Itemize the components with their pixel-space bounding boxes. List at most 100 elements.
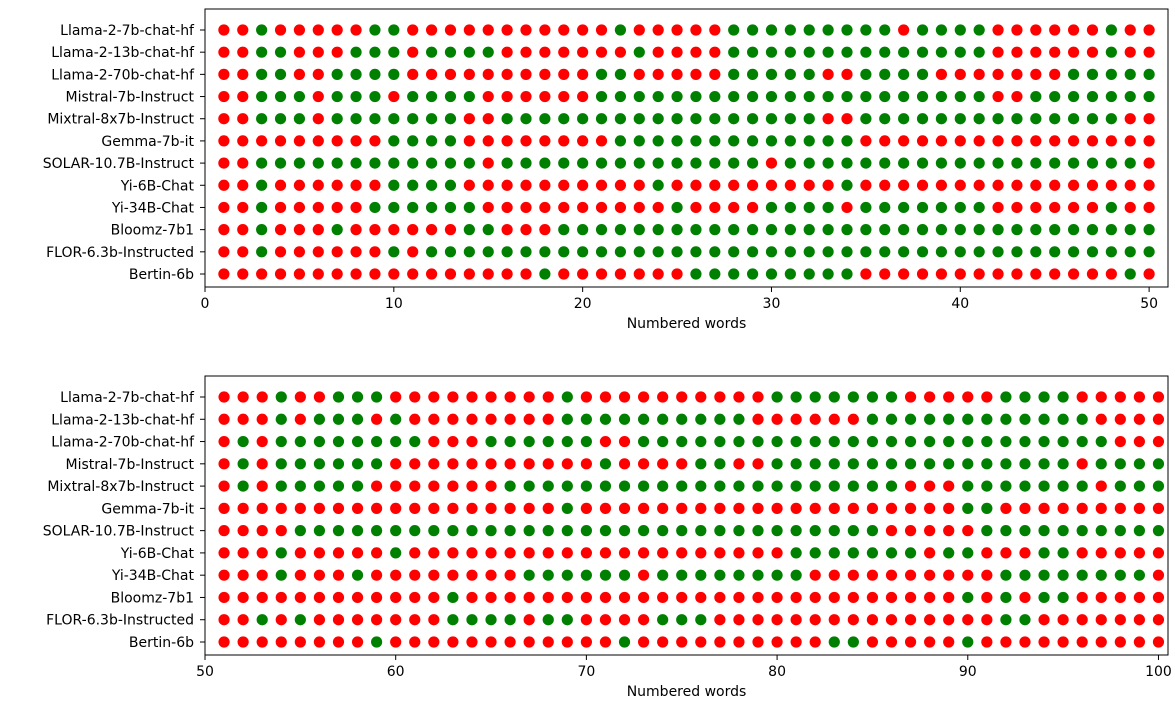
data-point bbox=[428, 636, 440, 648]
data-point bbox=[1057, 458, 1069, 470]
data-point bbox=[595, 201, 608, 214]
data-point bbox=[790, 458, 802, 470]
data-point bbox=[943, 525, 955, 537]
data-point bbox=[954, 46, 966, 58]
data-point bbox=[962, 614, 974, 626]
data-point bbox=[860, 113, 872, 125]
data-point bbox=[614, 135, 627, 147]
data-point bbox=[447, 480, 459, 492]
data-point bbox=[866, 391, 879, 403]
data-point bbox=[847, 614, 859, 626]
data-point bbox=[981, 614, 993, 626]
data-point bbox=[1057, 413, 1069, 425]
data-point bbox=[331, 179, 343, 191]
data-point bbox=[765, 201, 778, 214]
data-point bbox=[1152, 569, 1165, 581]
data-point bbox=[671, 135, 683, 147]
data-point bbox=[407, 46, 419, 58]
data-point bbox=[924, 458, 936, 470]
data-point bbox=[885, 458, 898, 470]
data-point bbox=[388, 46, 400, 58]
data-point bbox=[1143, 113, 1155, 125]
data-point bbox=[1105, 179, 1117, 191]
data-point bbox=[652, 246, 664, 258]
data-point bbox=[879, 135, 891, 147]
data-point bbox=[390, 525, 402, 537]
data-point bbox=[943, 391, 955, 403]
data-point bbox=[1000, 636, 1012, 648]
data-point bbox=[485, 391, 497, 403]
data-point bbox=[485, 435, 497, 448]
data-point bbox=[992, 135, 1004, 147]
data-point bbox=[657, 614, 669, 626]
data-point bbox=[1067, 68, 1080, 80]
data-point bbox=[652, 135, 664, 147]
data-point bbox=[425, 90, 438, 103]
data-point bbox=[954, 201, 966, 214]
data-point bbox=[935, 179, 948, 191]
data-point bbox=[924, 591, 936, 604]
data-point bbox=[841, 201, 853, 214]
data-point bbox=[1124, 68, 1136, 80]
data-point bbox=[580, 435, 592, 448]
data-point bbox=[237, 157, 249, 169]
data-point bbox=[1152, 614, 1165, 626]
data-point bbox=[652, 179, 664, 191]
data-point bbox=[885, 502, 898, 514]
data-point bbox=[275, 458, 287, 470]
data-point bbox=[561, 614, 573, 626]
data-point bbox=[599, 636, 612, 648]
data-point bbox=[274, 224, 287, 236]
data-point bbox=[463, 268, 475, 280]
data-point bbox=[771, 480, 783, 492]
data-point bbox=[860, 135, 872, 147]
data-point bbox=[331, 135, 343, 147]
data-point bbox=[466, 413, 478, 425]
data-point bbox=[313, 569, 326, 581]
data-point bbox=[1038, 569, 1050, 581]
data-point bbox=[580, 636, 592, 648]
data-point bbox=[312, 201, 324, 214]
y-tick-label: Llama-2-70b-chat-hf bbox=[51, 435, 195, 451]
data-point bbox=[388, 201, 400, 214]
data-point bbox=[350, 68, 362, 80]
data-point bbox=[313, 413, 326, 425]
data-point bbox=[898, 246, 910, 258]
data-point bbox=[904, 458, 917, 470]
data-point bbox=[1067, 224, 1080, 236]
data-point bbox=[351, 547, 364, 559]
data-point bbox=[1000, 435, 1012, 448]
data-point bbox=[822, 90, 834, 103]
data-point bbox=[293, 201, 306, 214]
data-point bbox=[539, 201, 551, 214]
data-point bbox=[447, 525, 459, 537]
data-point bbox=[274, 179, 287, 191]
data-point bbox=[369, 157, 381, 169]
data-point bbox=[866, 502, 879, 514]
data-point bbox=[466, 591, 478, 604]
data-point bbox=[539, 24, 551, 36]
y-tick-label: Bloomz-7b1 bbox=[111, 223, 194, 239]
data-point bbox=[599, 435, 612, 448]
data-point bbox=[962, 636, 974, 648]
data-point bbox=[981, 525, 993, 537]
data-point bbox=[962, 525, 974, 537]
data-point bbox=[1067, 157, 1080, 169]
data-point bbox=[828, 391, 840, 403]
x-tick-label: 90 bbox=[959, 664, 977, 680]
data-point bbox=[709, 24, 721, 36]
x-axis-label: Numbered words bbox=[627, 316, 747, 332]
data-point bbox=[803, 68, 815, 80]
data-point bbox=[466, 569, 478, 581]
data-point bbox=[784, 24, 796, 36]
plot-frame bbox=[204, 8, 1169, 288]
data-point bbox=[866, 569, 879, 581]
data-point bbox=[1152, 435, 1165, 448]
x-axis-label: Numbered words bbox=[627, 684, 747, 700]
data-point bbox=[1049, 246, 1061, 258]
data-point bbox=[599, 413, 612, 425]
data-point bbox=[390, 391, 402, 403]
data-point bbox=[577, 90, 589, 103]
data-point bbox=[885, 525, 898, 537]
data-point bbox=[580, 391, 592, 403]
